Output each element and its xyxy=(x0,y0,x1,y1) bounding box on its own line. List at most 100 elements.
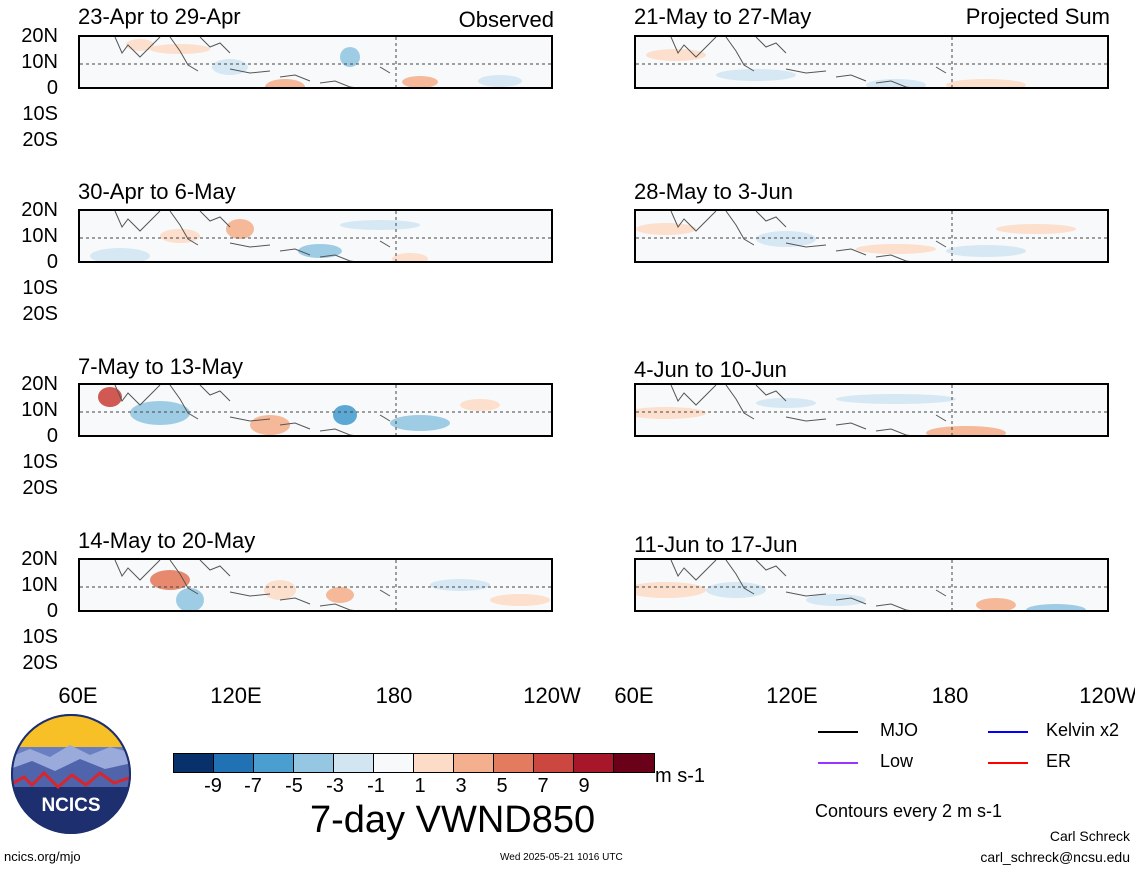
lat-10n: 10N xyxy=(21,574,58,596)
lat-20n: 20N xyxy=(21,199,58,221)
colorbar-swatch xyxy=(374,754,414,772)
anomaly-contour xyxy=(176,588,204,610)
logo-text: NCICS xyxy=(41,795,100,816)
coastline xyxy=(114,385,391,435)
anomaly-contour xyxy=(996,224,1076,234)
colorbar-swatch xyxy=(414,754,454,772)
observed-label: Observed xyxy=(458,7,554,32)
colorbar-tick: 3 xyxy=(455,775,467,797)
lat-10n: 10N xyxy=(21,399,58,421)
colorbar-swatch xyxy=(534,754,574,772)
anomaly-contour xyxy=(130,401,190,425)
legend-mjo-line xyxy=(818,731,858,733)
footer-author: Carl Schreck xyxy=(1049,828,1130,844)
contour-note: Contours every 2 m s-1 xyxy=(815,801,1003,821)
anomaly-contour xyxy=(150,44,210,54)
observed-panel-1-title: 23-Apr to 29-Apr xyxy=(78,4,241,29)
projected-panel-2-title: 28-May to 3-Jun xyxy=(634,179,793,204)
lon-120w-right: 120W xyxy=(1079,683,1135,708)
anomaly-contour xyxy=(126,39,154,51)
legend-low-line xyxy=(818,762,858,764)
anomaly-contour xyxy=(265,79,305,87)
anomaly-contour xyxy=(646,49,706,61)
footer-timestamp: Wed 2025-05-21 1016 UTC xyxy=(500,852,623,863)
lat-20s: 20S xyxy=(22,303,58,325)
lon-120e-right: 120E xyxy=(766,683,818,708)
colorbar-tick: 1 xyxy=(414,775,426,797)
colorbar-swatch xyxy=(494,754,534,772)
lat-0: 0 xyxy=(46,600,58,622)
lat-0: 0 xyxy=(46,425,58,447)
footer-email[interactable]: carl_schreck@ncsu.edu xyxy=(980,849,1130,865)
observed-panel-2-title: 30-Apr to 6-May xyxy=(78,179,236,204)
colorbar-tick: -5 xyxy=(285,775,303,797)
anomaly-contour xyxy=(250,415,290,435)
lat-20n: 20N xyxy=(21,25,58,47)
colorbar-swatch xyxy=(174,754,214,772)
lat-20s: 20S xyxy=(22,129,58,151)
lon-60e: 60E xyxy=(58,683,98,708)
colorbar-tick: -7 xyxy=(244,775,262,797)
anomaly-contour xyxy=(706,582,766,598)
lat-10s: 10S xyxy=(22,103,58,125)
footer-url[interactable]: ncics.org/mjo xyxy=(4,849,81,864)
coastline xyxy=(114,560,391,610)
main-title: 7-day VWND850 xyxy=(310,799,596,841)
legend-er-label: ER xyxy=(1046,751,1072,771)
colorbar xyxy=(173,753,655,773)
anomaly-contour xyxy=(946,245,1026,257)
map-panel-observed-4 xyxy=(78,558,553,612)
colorbar-tick: -1 xyxy=(367,775,385,797)
colorbar-swatch xyxy=(334,754,374,772)
colorbar-swatch xyxy=(214,754,254,772)
anomaly-contour xyxy=(98,387,122,407)
lat-10n: 10N xyxy=(21,225,58,247)
anomaly-contour xyxy=(402,76,438,87)
anomaly-contour xyxy=(716,69,796,81)
anomaly-contour xyxy=(946,79,1026,87)
colorbar-swatch xyxy=(454,754,494,772)
lat-10s: 10S xyxy=(22,277,58,299)
observed-panel-3-title: 7-May to 13-May xyxy=(78,354,244,379)
lon-180: 180 xyxy=(375,683,413,708)
anomaly-contour xyxy=(212,59,248,75)
projected-panel-3-title: 4-Jun to 10-Jun xyxy=(634,357,787,382)
colorbar-tick: 5 xyxy=(496,775,508,797)
anomaly-contour xyxy=(976,598,1016,610)
map-panel-observed-1 xyxy=(78,35,553,89)
anomaly-contour xyxy=(90,248,150,261)
lat-10n: 10N xyxy=(21,51,58,73)
lat-0: 0 xyxy=(46,251,58,273)
lat-10s: 10S xyxy=(22,626,58,648)
colorbar-swatch xyxy=(574,754,614,772)
anomaly-contour xyxy=(340,220,420,230)
lon-120w: 120W xyxy=(523,683,581,708)
anomaly-contour xyxy=(264,580,296,600)
anomaly-contour xyxy=(636,407,706,419)
colorbar-tick: 7 xyxy=(537,775,549,797)
map-panel-projected-3 xyxy=(634,383,1109,437)
anomaly-contour xyxy=(226,219,254,239)
legend-mjo-label: MJO xyxy=(880,720,918,740)
anomaly-contour xyxy=(1026,604,1086,610)
lat-20s: 20S xyxy=(22,477,58,499)
anomaly-contour xyxy=(160,229,200,243)
lat-10s: 10S xyxy=(22,451,58,473)
lon-180-right: 180 xyxy=(931,683,969,708)
anomaly-contour xyxy=(856,244,936,254)
map-panel-projected-1 xyxy=(634,35,1109,89)
colorbar-swatch xyxy=(254,754,294,772)
lat-20n: 20N xyxy=(21,373,58,395)
anomaly-contour xyxy=(636,223,696,235)
anomaly-contour xyxy=(478,75,522,87)
anomaly-contour xyxy=(756,231,816,247)
map-panel-observed-2 xyxy=(78,209,553,263)
anomaly-contour xyxy=(392,253,428,261)
anomaly-contour xyxy=(333,405,357,425)
coastline xyxy=(670,211,947,261)
anomaly-contour xyxy=(390,415,450,431)
anomaly-contour xyxy=(756,398,816,408)
projected-panel-4-title: 11-Jun to 17-Jun xyxy=(634,532,798,557)
coastline xyxy=(670,37,947,87)
legend-kelvin-line xyxy=(988,731,1028,733)
